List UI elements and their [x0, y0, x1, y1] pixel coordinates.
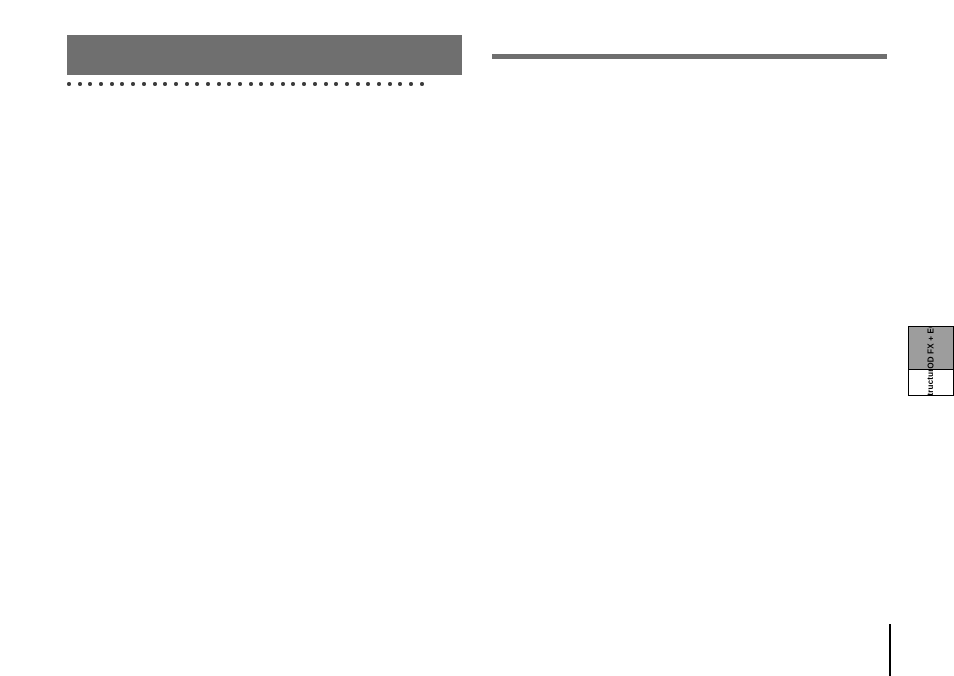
- dot: [388, 82, 392, 86]
- dot: [110, 82, 114, 86]
- dotted-rule: [67, 81, 462, 87]
- dot: [99, 82, 103, 86]
- dot: [163, 82, 167, 86]
- dot: [88, 82, 92, 86]
- dot: [270, 82, 274, 86]
- dot: [206, 82, 210, 86]
- dot: [324, 82, 328, 86]
- dot: [78, 82, 82, 86]
- side-tab-inactive[interactable]: Structure: [908, 370, 954, 396]
- dot: [259, 82, 263, 86]
- dot: [67, 82, 71, 86]
- dot: [291, 82, 295, 86]
- dot: [174, 82, 178, 86]
- side-tab-inactive-label: Structure: [927, 370, 936, 396]
- side-tab-group: MOD FX + EQ Structure: [908, 326, 954, 396]
- dot: [217, 82, 221, 86]
- dot: [356, 82, 360, 86]
- dot: [238, 82, 242, 86]
- dot: [366, 82, 370, 86]
- dot: [120, 82, 124, 86]
- dot: [131, 82, 135, 86]
- dot: [142, 82, 146, 86]
- header-divider-rule: [492, 54, 887, 59]
- dot: [249, 82, 253, 86]
- dot: [420, 82, 424, 86]
- dot: [409, 82, 413, 86]
- dot: [227, 82, 231, 86]
- dot: [153, 82, 157, 86]
- dot: [281, 82, 285, 86]
- dot: [377, 82, 381, 86]
- document-page: MOD FX + EQ Structure: [0, 0, 954, 676]
- side-tab-active[interactable]: MOD FX + EQ: [908, 326, 954, 370]
- section-header-block: [67, 35, 462, 75]
- dot: [398, 82, 402, 86]
- dot: [185, 82, 189, 86]
- page-number-rule: [889, 624, 891, 676]
- dot: [334, 82, 338, 86]
- dot: [345, 82, 349, 86]
- dot: [313, 82, 317, 86]
- dot: [195, 82, 199, 86]
- dot: [302, 82, 306, 86]
- side-tab-active-label: MOD FX + EQ: [927, 326, 936, 370]
